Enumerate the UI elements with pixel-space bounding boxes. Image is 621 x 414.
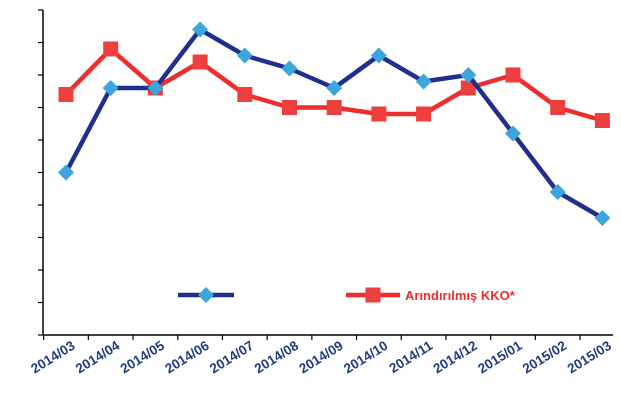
data-point xyxy=(326,100,342,115)
x-tick-label: 2014/12 xyxy=(431,338,480,377)
data-point xyxy=(371,106,387,122)
x-tick-label: 2014/06 xyxy=(162,338,212,377)
data-point xyxy=(237,87,253,102)
data-point xyxy=(549,184,566,200)
data-point xyxy=(58,87,74,102)
data-point xyxy=(460,67,477,83)
legend-label-series-2: Arındırılmış KKO* xyxy=(405,288,516,303)
legend-marker-series-2 xyxy=(365,287,381,303)
x-tick-label: 2015/03 xyxy=(565,338,615,377)
x-tick-label: 2015/01 xyxy=(475,338,525,377)
legend-marker-series-1 xyxy=(198,287,214,303)
chart-legend: Arındırılmış KKO* xyxy=(178,287,516,303)
chart-axes xyxy=(38,9,613,340)
data-point xyxy=(505,67,521,83)
x-tick-label: 2015/02 xyxy=(520,338,569,377)
x-tick-labels: 2014/032014/042014/052014/062014/072014/… xyxy=(28,338,614,377)
data-point xyxy=(415,73,432,90)
data-point xyxy=(416,106,432,122)
data-point xyxy=(103,41,119,57)
x-tick-label: 2014/11 xyxy=(386,338,435,376)
data-point xyxy=(102,80,119,96)
data-point xyxy=(594,210,611,226)
x-tick-label: 2014/10 xyxy=(341,338,390,377)
data-point xyxy=(192,54,208,70)
data-point xyxy=(460,80,476,96)
data-point xyxy=(147,80,164,96)
series-1 xyxy=(58,21,611,226)
x-tick-label: 2014/05 xyxy=(118,338,168,377)
data-point xyxy=(192,21,209,38)
data-point xyxy=(550,100,566,115)
x-tick-label: 2014/04 xyxy=(73,338,123,377)
data-point xyxy=(58,164,74,181)
data-point xyxy=(505,125,521,142)
x-tick-label: 2014/07 xyxy=(207,338,256,377)
data-point xyxy=(326,80,343,96)
data-point xyxy=(236,47,253,64)
series-line xyxy=(64,27,604,220)
data-point xyxy=(282,100,297,115)
chart-series xyxy=(58,21,611,226)
x-tick-label: 2014/09 xyxy=(296,338,345,377)
data-point xyxy=(594,113,610,128)
x-tick-label: 2014/08 xyxy=(252,338,302,377)
x-tick-label: 2014/03 xyxy=(28,338,78,377)
data-point xyxy=(281,60,298,77)
data-point xyxy=(370,47,387,64)
